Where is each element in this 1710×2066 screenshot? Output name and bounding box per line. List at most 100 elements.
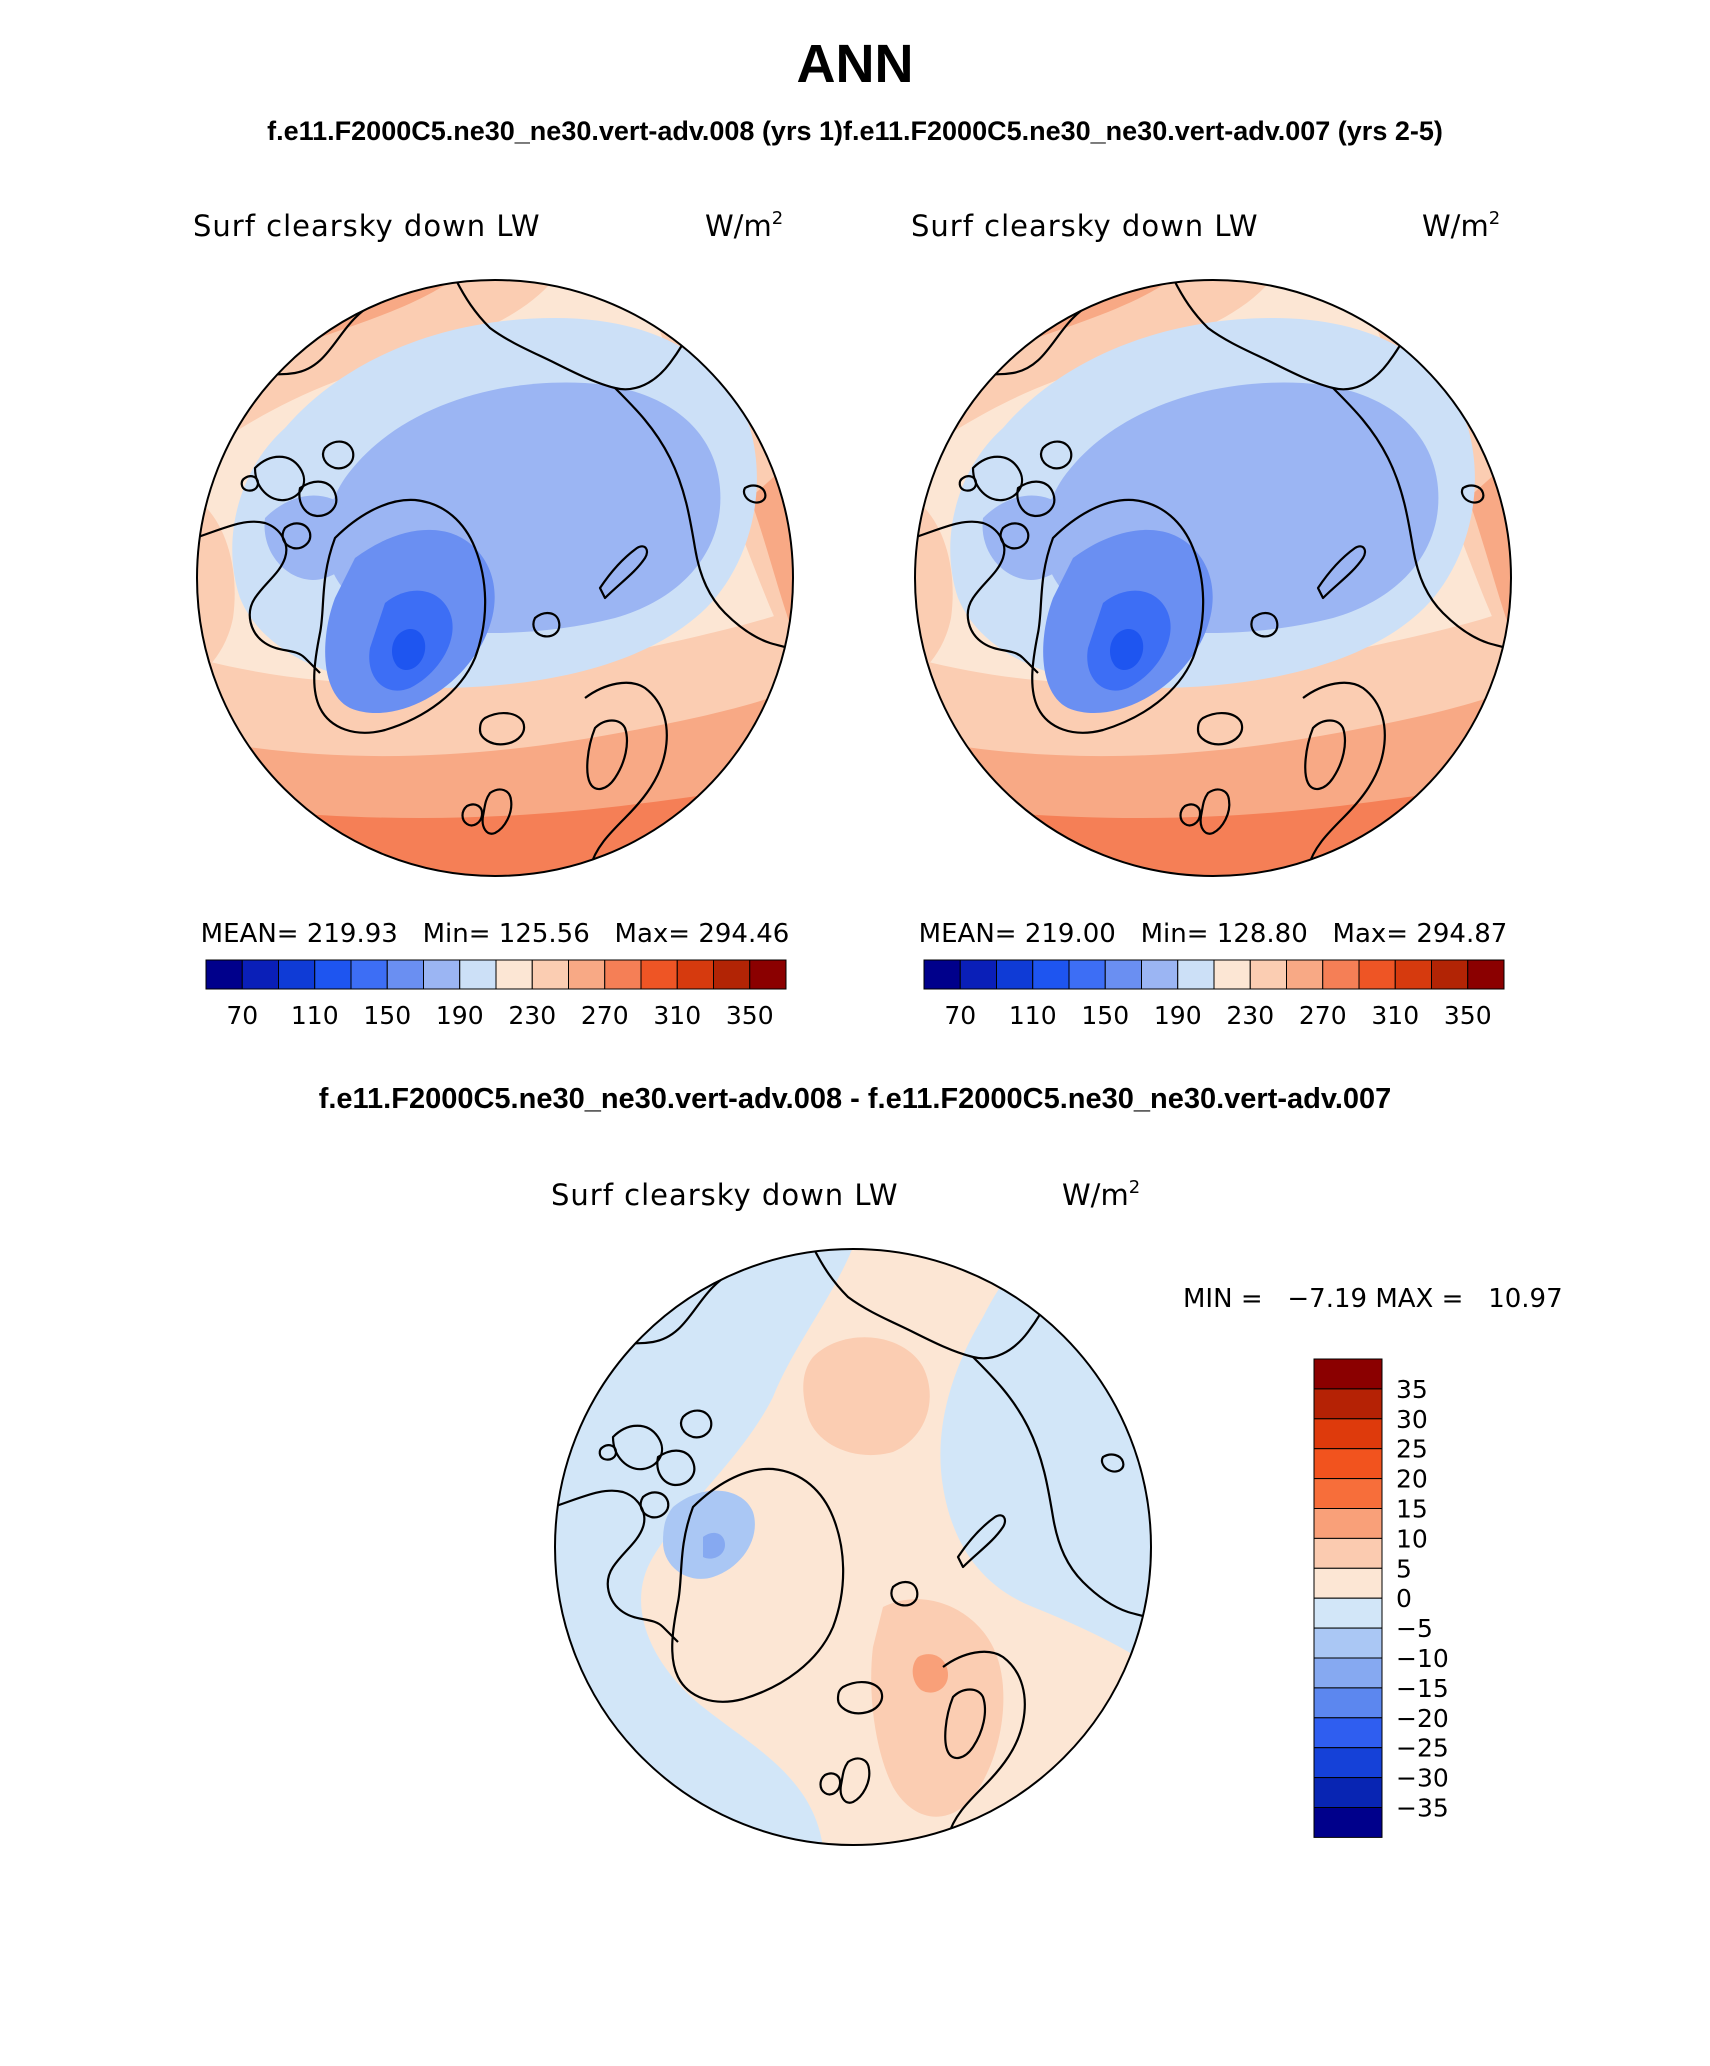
colorbar-tick-label: −10 bbox=[1396, 1644, 1449, 1673]
panel-1-stats: MEAN= 219.93 Min= 125.56 Max= 294.46 bbox=[201, 919, 790, 949]
colorbar-swatch bbox=[1313, 1537, 1383, 1569]
colorbar-swatch bbox=[1313, 1627, 1383, 1659]
colorbar-swatch bbox=[1249, 959, 1287, 990]
colorbar-tick-label: 350 bbox=[726, 1001, 774, 1030]
colorbar-swatch bbox=[1313, 1717, 1383, 1749]
panel-2-field-label: Surf clearsky down LW bbox=[911, 209, 1259, 243]
colorbar-swatch bbox=[205, 959, 243, 990]
panel-3-map-border bbox=[554, 1248, 1152, 1846]
panel-1-map-border bbox=[196, 279, 794, 877]
colorbar-swatch bbox=[1313, 1687, 1383, 1719]
colorbar-swatch bbox=[350, 959, 388, 990]
figure-subtitle: f.e11.F2000C5.ne30_ne30.vert-adv.008 (yr… bbox=[267, 116, 1443, 146]
colorbar-swatch bbox=[1467, 959, 1505, 990]
colorbar-tick-label: 190 bbox=[436, 1001, 484, 1030]
colorbar-tick-label: 350 bbox=[1444, 1001, 1492, 1030]
colorbar-tick-label: 310 bbox=[1371, 1001, 1419, 1030]
colorbar-tick-label: 70 bbox=[226, 1001, 258, 1030]
colorbar-tick-label: 110 bbox=[1009, 1001, 1057, 1030]
colorbar-swatch bbox=[1313, 1567, 1383, 1599]
colorbar-tick-label: 110 bbox=[291, 1001, 339, 1030]
colorbar-tick-label: 25 bbox=[1396, 1435, 1428, 1464]
colorbar-swatch bbox=[1313, 1448, 1383, 1480]
colorbar-tick-label: 10 bbox=[1396, 1524, 1428, 1553]
colorbar-tick-label: 150 bbox=[1081, 1001, 1129, 1030]
colorbar-tick-label: 30 bbox=[1396, 1405, 1428, 1434]
panel-2-map-border bbox=[914, 279, 1512, 877]
colorbar-tick-label: 20 bbox=[1396, 1465, 1428, 1494]
colorbar-swatch bbox=[1322, 959, 1360, 990]
panel-2-stats: MEAN= 219.00 Min= 128.80 Max= 294.87 bbox=[919, 919, 1508, 949]
panel-2-colorbar: 70 110 150 190 230 270 310 350 bbox=[923, 959, 1505, 1030]
colorbar-swatch bbox=[676, 959, 714, 990]
panel-2-units-label: W/m2 bbox=[1422, 208, 1500, 243]
colorbar-tick-label: 270 bbox=[581, 1001, 629, 1030]
colorbar-swatch bbox=[604, 959, 642, 990]
colorbar-tick-label: −35 bbox=[1396, 1794, 1449, 1823]
colorbar-swatch bbox=[1313, 1807, 1383, 1838]
colorbar-swatch bbox=[1313, 1388, 1383, 1420]
panel-3: Surf clearsky down LW W/m2 MIN = −7.19 M… bbox=[551, 1177, 1563, 1846]
colorbar-swatch bbox=[568, 959, 606, 990]
panel-1-colorbar: 70 110 150 190 230 270 310 350 bbox=[205, 959, 787, 1030]
panel-1: Surf clearsky down LW W/m2 MEAN= 219.93 … bbox=[193, 208, 794, 1030]
colorbar-swatch bbox=[1313, 1657, 1383, 1689]
colorbar-tick-label: −15 bbox=[1396, 1674, 1449, 1703]
colorbar-swatch bbox=[278, 959, 316, 990]
colorbar-swatch bbox=[1313, 1747, 1383, 1779]
panel-1-map bbox=[197, 280, 793, 876]
colorbar-swatch bbox=[1431, 959, 1469, 990]
colorbar-swatch bbox=[959, 959, 997, 990]
colorbar-tick-label: −20 bbox=[1396, 1704, 1449, 1733]
colorbar-swatch bbox=[713, 959, 751, 990]
panel-1-field-label: Surf clearsky down LW bbox=[193, 209, 541, 243]
colorbar-swatch bbox=[1313, 1358, 1383, 1390]
colorbar-swatch bbox=[923, 959, 961, 990]
colorbar-swatch bbox=[1394, 959, 1432, 990]
colorbar-swatch bbox=[386, 959, 424, 990]
colorbar-tick-label: 0 bbox=[1396, 1584, 1412, 1613]
panel-1-units-label: W/m2 bbox=[705, 208, 783, 243]
colorbar-swatch bbox=[1313, 1597, 1383, 1629]
colorbar-swatch bbox=[1068, 959, 1106, 990]
colorbar-swatch bbox=[1313, 1508, 1383, 1539]
colorbar-tick-label: −30 bbox=[1396, 1764, 1449, 1793]
colorbar-swatch bbox=[1313, 1478, 1383, 1509]
colorbar-tick-label: −25 bbox=[1396, 1734, 1449, 1763]
panel-3-field-label: Surf clearsky down LW bbox=[551, 1178, 899, 1212]
colorbar-tick-label: 310 bbox=[653, 1001, 701, 1030]
figure-title: ANN bbox=[797, 34, 914, 94]
colorbar-swatch bbox=[423, 959, 461, 990]
colorbar-swatch bbox=[495, 959, 533, 990]
colorbar-tick-label: 150 bbox=[363, 1001, 411, 1030]
colorbar-tick-label: 5 bbox=[1396, 1554, 1412, 1583]
colorbar-tick-label: 35 bbox=[1396, 1375, 1428, 1404]
panel-2-map bbox=[915, 280, 1511, 876]
panel-3-stats: MIN = −7.19 MAX = 10.97 bbox=[1183, 1284, 1563, 1314]
colorbar-swatch bbox=[1213, 959, 1251, 990]
colorbar-swatch bbox=[749, 959, 787, 990]
colorbar-tick-label: 15 bbox=[1396, 1495, 1428, 1524]
colorbar-swatch bbox=[1141, 959, 1179, 990]
colorbar-swatch bbox=[1358, 959, 1396, 990]
colorbar-swatch bbox=[1313, 1777, 1383, 1808]
colorbar-swatch bbox=[1177, 959, 1215, 990]
colorbar-swatch bbox=[640, 959, 678, 990]
panel-2: Surf clearsky down LW W/m2 MEAN= 219.00 … bbox=[911, 208, 1512, 1030]
colorbar-swatch bbox=[241, 959, 279, 990]
difference-title: f.e11.F2000C5.ne30_ne30.vert-adv.008 - f… bbox=[319, 1083, 1392, 1115]
panel-3-map bbox=[555, 1249, 1151, 1845]
colorbar-swatch bbox=[996, 959, 1034, 990]
colorbar-swatch bbox=[459, 959, 497, 990]
colorbar-tick-label: 70 bbox=[944, 1001, 976, 1030]
colorbar-swatch bbox=[314, 959, 352, 990]
colorbar-swatch bbox=[1313, 1418, 1383, 1450]
panel-3-units-label: W/m2 bbox=[1062, 1177, 1140, 1212]
colorbar-tick-label: 230 bbox=[1226, 1001, 1274, 1030]
colorbar-swatch bbox=[1104, 959, 1142, 990]
colorbar-tick-label: 230 bbox=[508, 1001, 556, 1030]
colorbar-tick-label: −5 bbox=[1396, 1614, 1433, 1643]
